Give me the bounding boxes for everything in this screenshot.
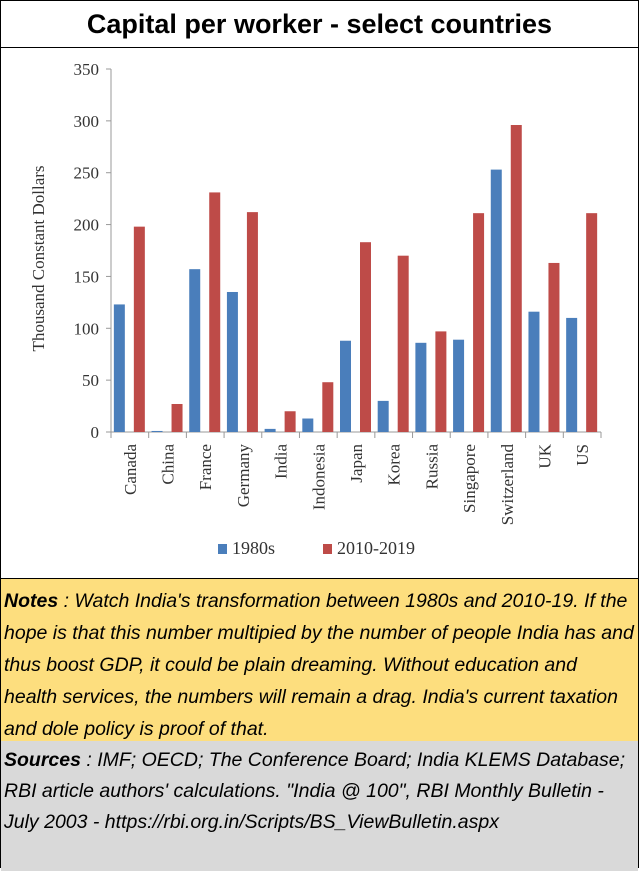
bar-1980s-uk <box>528 311 540 432</box>
bar-2010-2019-singapore <box>473 213 485 432</box>
x-tick-label: Russia <box>422 444 441 490</box>
bar-2010-2019-indonesia <box>322 382 334 432</box>
bar-2010-2019-russia <box>435 331 447 432</box>
bar-1980s-germany <box>226 291 238 432</box>
bar-2010-2019-france <box>209 192 221 432</box>
bar-1980s-canada <box>113 304 125 432</box>
bar-1980s-singapore <box>453 339 465 432</box>
bar-1980s-japan <box>340 340 351 432</box>
bar-2010-2019-switzerland <box>510 125 522 433</box>
y-tick-label: 50 <box>82 371 99 390</box>
y-tick-label: 250 <box>74 164 100 183</box>
x-tick-label: US <box>573 444 592 466</box>
x-tick-label: Singapore <box>460 444 479 513</box>
x-tick-label: Germany <box>234 444 253 508</box>
x-tick-label: Korea <box>385 444 404 486</box>
bar-1980s-france <box>189 269 201 432</box>
bar-2010-2019-uk <box>548 262 560 432</box>
y-tick-label: 200 <box>74 216 100 235</box>
y-tick-label: 350 <box>74 60 100 79</box>
y-tick-label: 300 <box>74 112 100 131</box>
bar-2010-2019-canada <box>133 226 145 432</box>
y-tick-label: 0 <box>91 423 100 442</box>
legend-swatch <box>323 544 332 554</box>
x-tick-label: UK <box>535 443 554 468</box>
legend-swatch <box>218 544 227 554</box>
x-tick-label: China <box>159 444 178 485</box>
chart-area: 0 50 100 150 200 250 300 350 Thousand Constant D… <box>1 48 638 578</box>
bar-chart: 0 50 100 150 200 250 300 350 Thousand Constant D… <box>29 60 602 558</box>
x-tick-label: India <box>272 444 291 479</box>
x-tick-label: Japan <box>347 444 366 483</box>
sources-text: : IMF; OECD; The Conference Board; India… <box>4 749 626 833</box>
bar-2010-2019-india <box>284 411 296 432</box>
bar-1980s-russia <box>415 342 427 432</box>
notes-text: : Watch India's transformation between 1… <box>4 590 634 740</box>
x-tick-label: Switzerland <box>498 444 517 526</box>
bar-2010-2019-japan <box>360 242 371 432</box>
bar-1980s-india <box>264 428 276 432</box>
sources-label: Sources <box>4 749 81 771</box>
bar-1980s-china <box>151 430 163 432</box>
y-axis-label: Thousand Constant Dollars <box>29 165 48 351</box>
x-tick-label: Indonesia <box>309 444 328 511</box>
bar-2010-2019-germany <box>246 212 258 432</box>
bar-2010-2019-china <box>171 403 183 432</box>
y-tick-label: 150 <box>74 267 100 286</box>
bar-1980s-indonesia <box>302 418 314 432</box>
y-tick-label: 100 <box>74 319 100 338</box>
notes-label: Notes <box>4 590 59 612</box>
x-tick-label: France <box>196 444 215 490</box>
bar-1980s-korea <box>377 400 389 432</box>
x-tick-label: Canada <box>121 444 140 495</box>
bar-2010-2019-us <box>586 213 598 432</box>
legend-label: 1980s <box>232 538 275 558</box>
bar-2010-2019-korea <box>397 255 409 432</box>
notes-box: Notes : Watch India's transformation bet… <box>1 578 638 747</box>
bar-1980s-us <box>566 317 578 432</box>
sources-box: Sources : IMF; OECD; The Conference Boar… <box>1 741 638 871</box>
legend-label: 2010-2019 <box>337 538 415 558</box>
bar-1980s-switzerland <box>490 169 502 433</box>
chart-title: Capital per worker - select countries <box>1 1 638 48</box>
